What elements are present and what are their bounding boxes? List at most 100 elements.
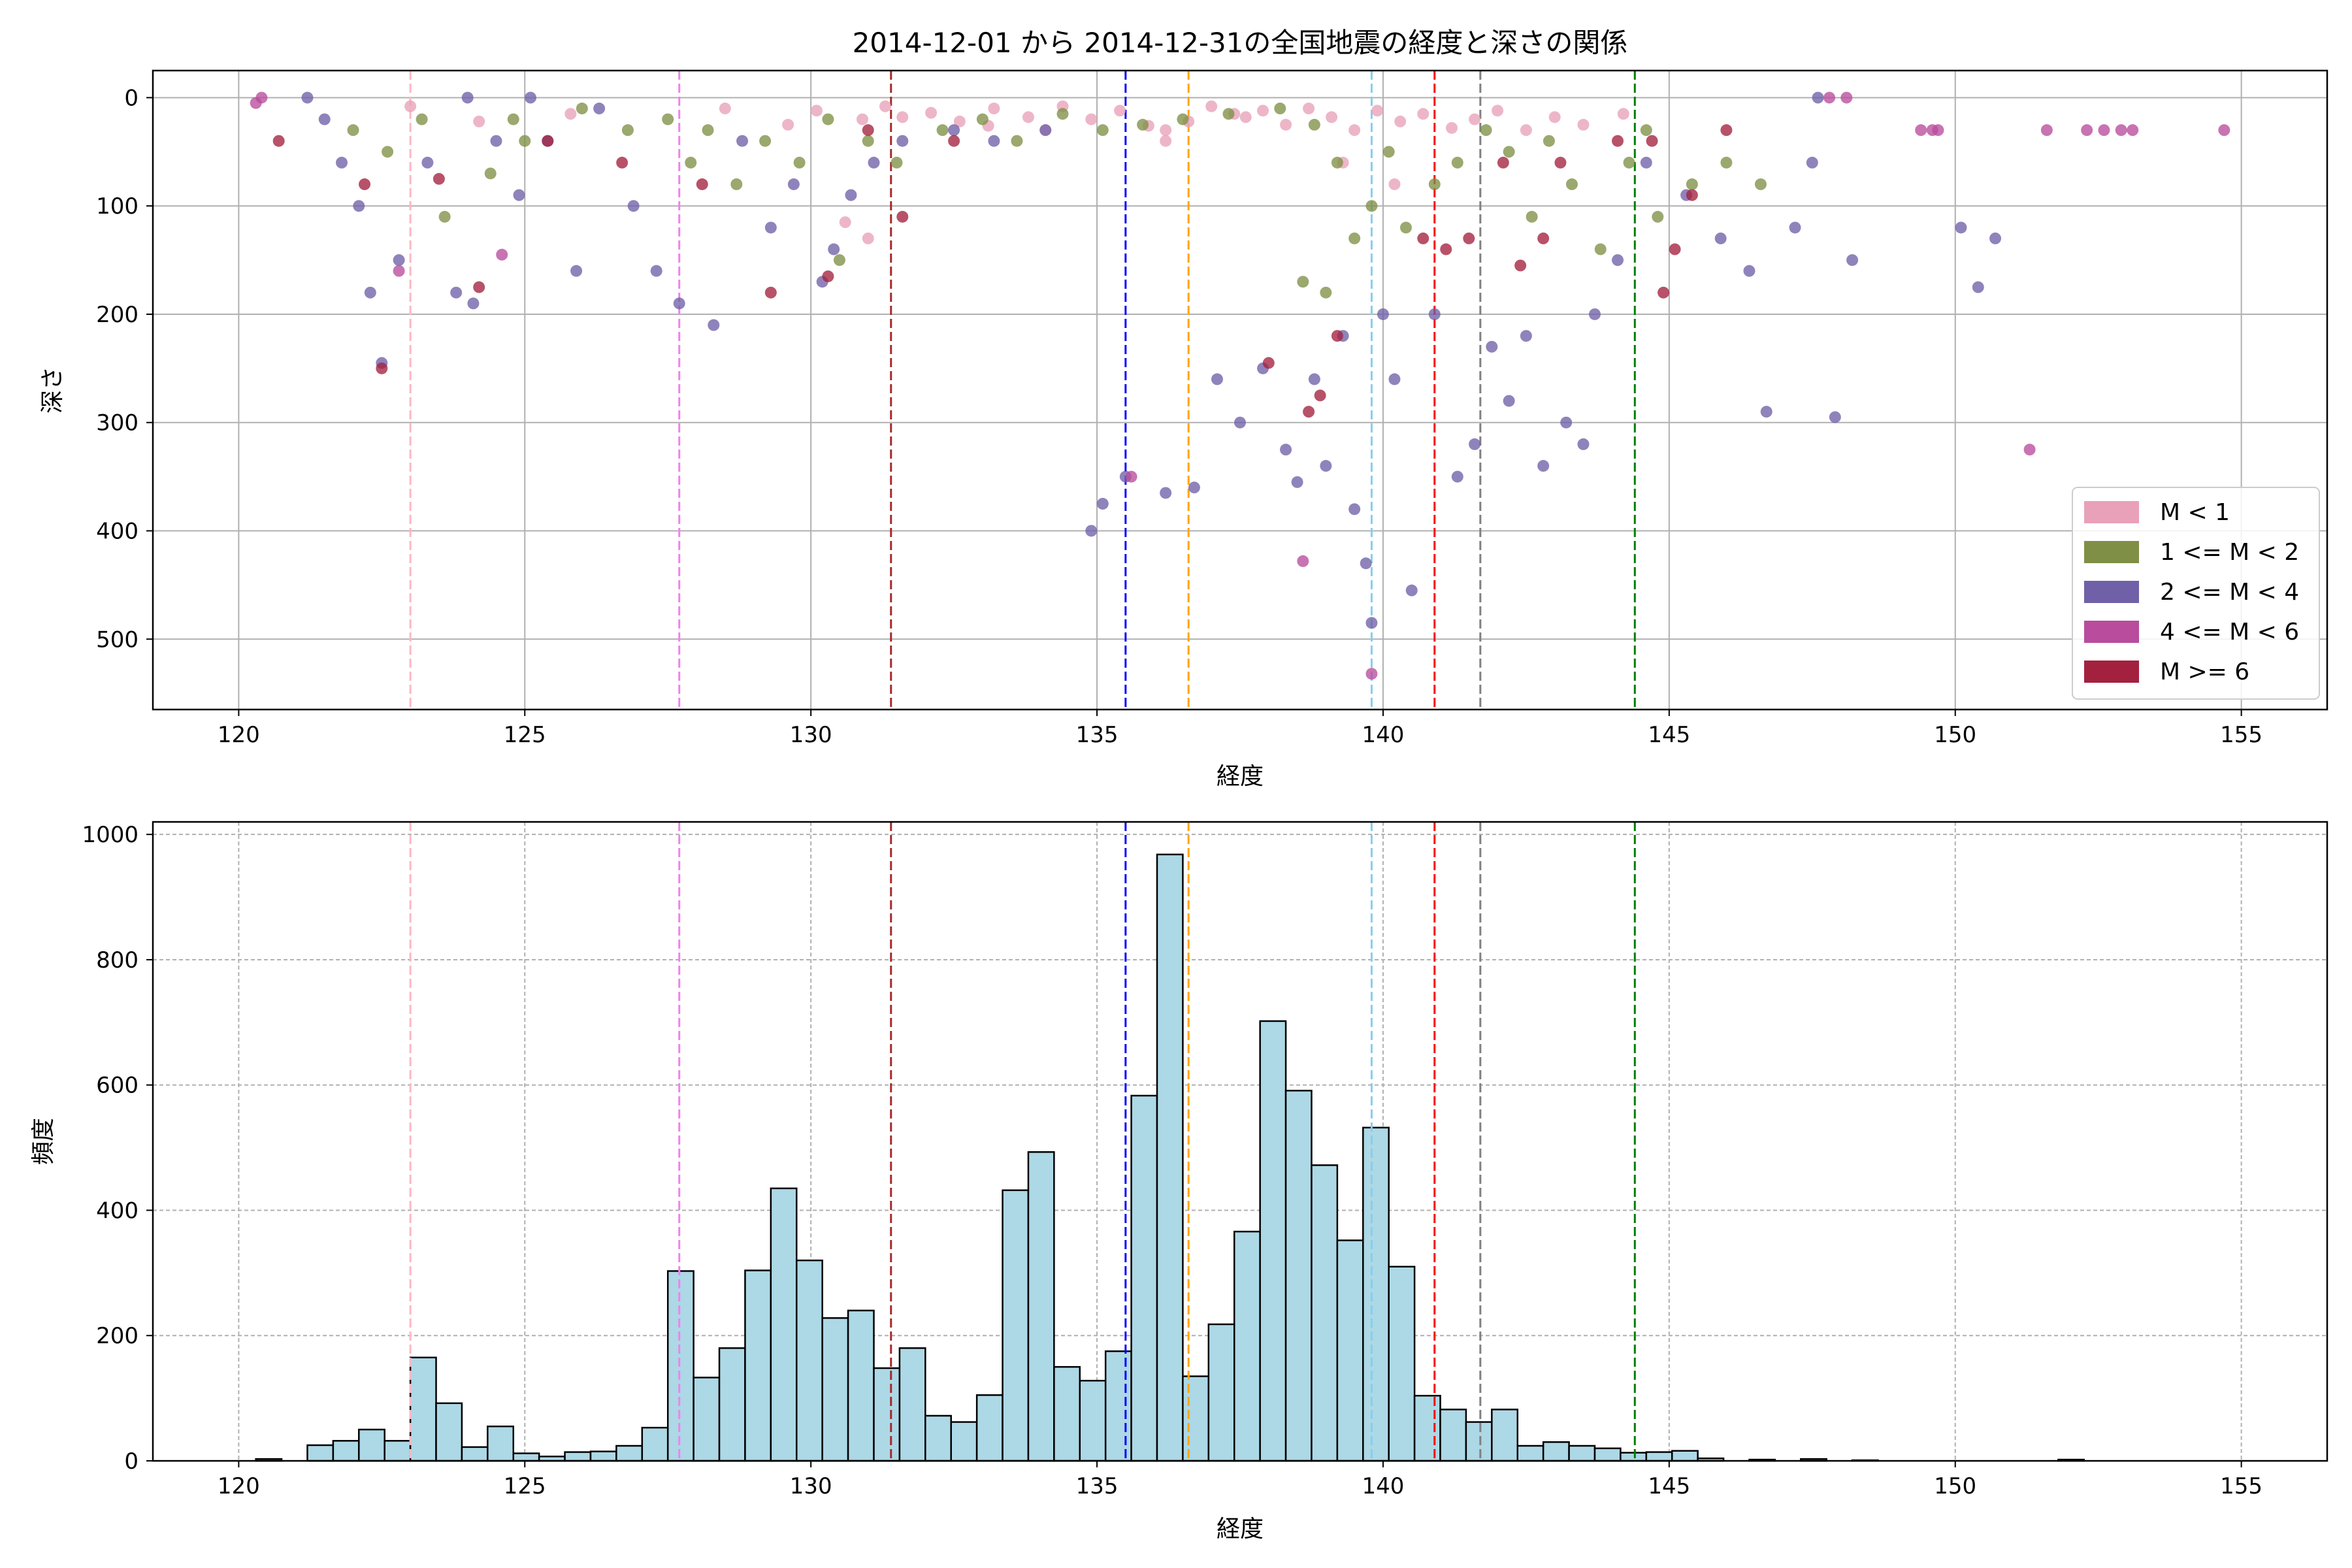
scatter-point <box>1720 124 1733 137</box>
scatter-point <box>1388 178 1401 191</box>
scatter-point <box>1239 111 1252 123</box>
scatter-point <box>1806 156 1818 169</box>
scatter-point <box>1972 281 1984 293</box>
histogram-bar <box>1207 1323 1235 1462</box>
scatter-point <box>1365 617 1378 629</box>
scatter-point <box>1520 330 1532 342</box>
scatter-point <box>1658 286 1670 299</box>
scatter-point <box>759 135 772 147</box>
scatter-point <box>1823 91 1836 104</box>
scatter-point <box>1297 276 1309 288</box>
scatter-point <box>708 319 720 331</box>
scatter-point <box>438 210 451 223</box>
scatter-x-ticks: 120 125 130 135 140 145 150 155 <box>218 710 2262 748</box>
scatter-x-tick-label: 120 <box>218 722 260 748</box>
histogram-bar <box>1027 1151 1055 1462</box>
scatter-point <box>450 286 463 299</box>
scatter-series <box>250 91 2230 680</box>
histogram-bar <box>1336 1239 1364 1462</box>
histogram-y-tick-label: 1000 <box>82 822 139 848</box>
scatter-point <box>1451 156 1463 169</box>
scatter-point <box>845 189 857 201</box>
scatter-point <box>2127 124 2139 137</box>
histogram-bar <box>1491 1409 1519 1462</box>
scatter-point <box>1274 103 1286 115</box>
scatter-point <box>856 113 868 125</box>
legend: M < 1 1 <= M < 2 2 <= M < 4 4 <= M < 6 M >= … <box>2072 487 2320 700</box>
histogram-bar <box>461 1446 489 1462</box>
scatter-point <box>793 156 806 169</box>
scatter-point <box>576 103 588 115</box>
scatter-point <box>1257 105 1269 117</box>
scatter-point <box>353 200 365 212</box>
scatter-point <box>782 118 794 131</box>
scatter-y-tick-label: 400 <box>96 518 139 544</box>
scatter-point <box>736 135 749 147</box>
scatter-point <box>948 124 960 137</box>
scatter-point <box>2098 124 2110 137</box>
scatter-point <box>570 265 583 277</box>
scatter-reference-lines <box>409 71 1636 710</box>
scatter-point <box>1348 503 1361 515</box>
scatter-point <box>1365 668 1378 680</box>
scatter-point <box>519 135 531 147</box>
scatter-point <box>359 178 371 191</box>
scatter-point <box>1348 232 1361 244</box>
histogram-bar <box>487 1426 514 1462</box>
scatter-point <box>1469 113 1481 125</box>
scatter-point <box>1297 555 1309 567</box>
histogram-bar <box>1259 1020 1287 1462</box>
chart-title: 2014-12-01 から 2014-12-31の全国地震の経度と深さの関係 <box>853 27 1628 59</box>
histogram-bar <box>1079 1380 1107 1462</box>
scatter-point <box>1056 108 1069 120</box>
scatter-point <box>1754 178 1767 191</box>
histogram-bar <box>1002 1189 1030 1462</box>
scatter-point <box>1348 124 1361 137</box>
histogram-panel: 120 125 130 135 140 145 150 155 0 200 400 600 800 10… <box>30 821 2328 1543</box>
histogram-bar <box>1182 1375 1210 1462</box>
scatter-point <box>1503 146 1515 158</box>
histogram-bar <box>1620 1452 1648 1462</box>
scatter-point <box>673 297 685 310</box>
histogram-x-tick-label: 150 <box>1934 1473 1976 1499</box>
histogram-y-tick-label: 600 <box>96 1073 139 1099</box>
scatter-point <box>988 103 1000 115</box>
scatter-point <box>1326 111 1338 123</box>
scatter-point <box>1280 444 1292 456</box>
histogram-x-tick-label: 130 <box>790 1473 832 1499</box>
scatter-point <box>896 210 909 223</box>
scatter-point <box>1554 156 1567 169</box>
scatter-point <box>1669 243 1681 255</box>
histogram-bars <box>255 853 2085 1462</box>
histogram-bar <box>770 1187 798 1462</box>
scatter-point <box>1262 357 1275 369</box>
scatter-panel: 120 125 130 135 140 145 150 155 0 100 200 300 400 50… <box>39 69 2328 790</box>
scatter-x-tick-label: 135 <box>1076 722 1119 748</box>
histogram-x-tick-label: 140 <box>1362 1473 1404 1499</box>
legend-label: M >= 6 <box>2160 659 2249 685</box>
scatter-y-ticks: 0 100 200 300 400 500 <box>96 85 153 653</box>
scatter-point <box>467 297 480 310</box>
scatter-point <box>702 124 714 137</box>
scatter-point <box>1588 308 1601 320</box>
scatter-point <box>1514 259 1527 272</box>
scatter-point <box>564 108 577 120</box>
legend-label: M < 1 <box>2160 499 2230 526</box>
histogram-bar <box>718 1347 746 1462</box>
scatter-point <box>879 100 892 112</box>
histogram-bar <box>1388 1266 1416 1462</box>
scatter-point <box>1846 254 1859 267</box>
scatter-point <box>976 113 988 125</box>
scatter-point <box>787 178 800 191</box>
scatter-point <box>1497 156 1509 169</box>
scatter-point <box>272 135 285 147</box>
histogram-bar <box>847 1309 875 1462</box>
histogram-bar <box>1593 1447 1622 1462</box>
scatter-grid <box>153 71 2327 710</box>
scatter-point <box>764 221 777 234</box>
scatter-point <box>2081 124 2093 137</box>
scatter-point <box>1428 178 1441 191</box>
scatter-point <box>1405 584 1418 596</box>
scatter-x-tick-label: 150 <box>1934 722 1976 748</box>
